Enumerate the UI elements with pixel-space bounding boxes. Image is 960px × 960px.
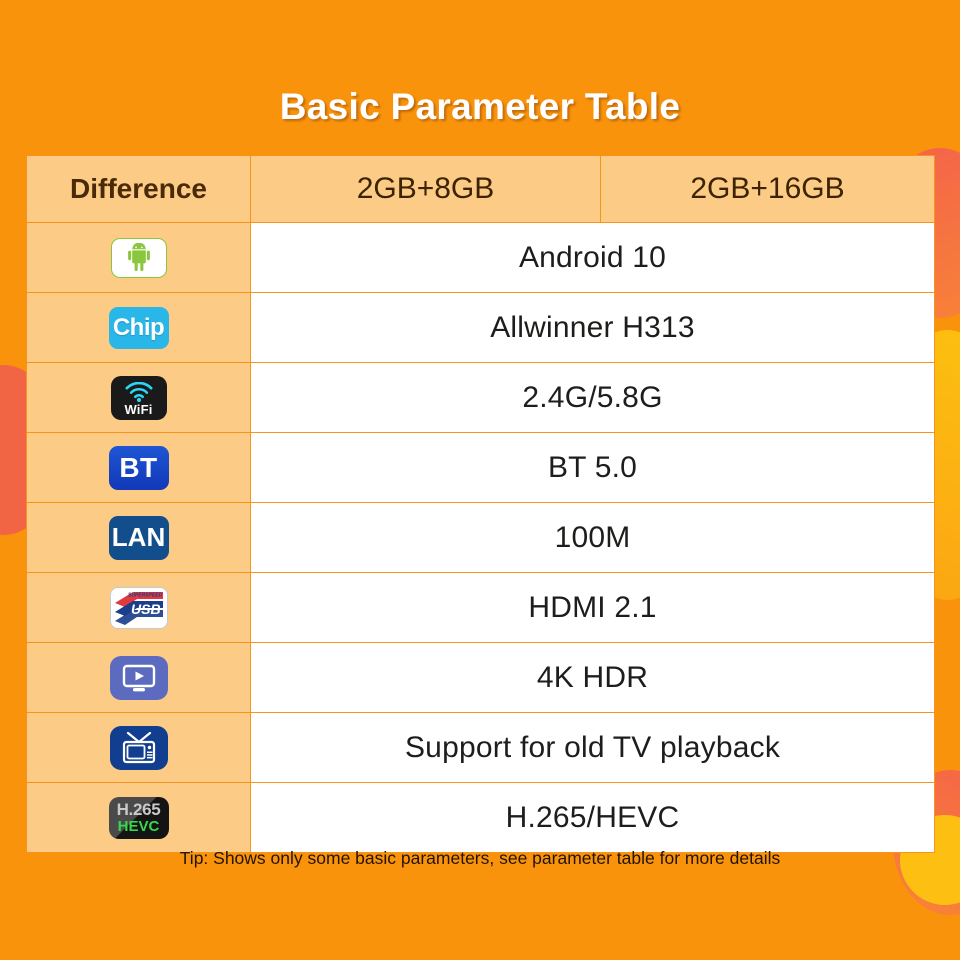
wifi-icon-label: WiFi — [124, 402, 153, 417]
chip-icon: Chip — [108, 306, 169, 349]
table-row: 4K HDR — [26, 642, 935, 713]
table-row: Android 10 — [26, 222, 935, 293]
row-icon-cell-lan: LAN — [26, 502, 251, 573]
table-header-row: Difference 2GB+8GB 2GB+16GB — [26, 155, 935, 223]
header-difference: Difference — [26, 155, 251, 223]
page-title: Basic Parameter Table — [279, 86, 681, 127]
table-row: BT BT 5.0 — [26, 432, 935, 503]
tv-icon — [109, 725, 168, 770]
spec-table: Difference 2GB+8GB 2GB+16GB — [26, 155, 935, 853]
header-variant-2gb-8gb: 2GB+8GB — [250, 155, 601, 223]
wifi-icon: WiFi — [110, 375, 167, 420]
hevc-icon-codec-label: H.265 — [116, 800, 161, 819]
row-icon-cell-android — [26, 222, 251, 293]
row-value-4k-hdr: 4K HDR — [250, 642, 935, 713]
row-value-lan: 100M — [250, 502, 935, 573]
row-value-hdmi: HDMI 2.1 — [250, 572, 935, 643]
row-value-wifi: 2.4G/5.8G — [250, 362, 935, 433]
lan-icon: LAN — [108, 515, 169, 560]
row-icon-cell-video-player — [26, 642, 251, 713]
table-row: WiFi 2.4G/5.8G — [26, 362, 935, 433]
row-icon-cell-usb: SUPERSPEED USB — [26, 572, 251, 643]
table-row: H.265 HEVC H.265/HEVC — [26, 782, 935, 853]
row-value-hevc: H.265/HEVC — [250, 782, 935, 853]
row-icon-cell-hevc: H.265 HEVC — [26, 782, 251, 853]
hevc-icon-name-label: HEVC — [117, 818, 160, 835]
bluetooth-icon: BT — [108, 445, 169, 490]
row-icon-cell-bluetooth: BT — [26, 432, 251, 503]
video-player-icon — [109, 655, 168, 700]
table-header: Difference 2GB+8GB 2GB+16GB — [26, 155, 935, 223]
row-value-old-tv: Support for old TV playback — [250, 712, 935, 783]
usb-icon: SUPERSPEED USB — [109, 586, 168, 629]
spec-table-wrapper: Difference 2GB+8GB 2GB+16GB — [26, 155, 935, 853]
row-value-chip: Allwinner H313 — [250, 292, 935, 363]
svg-text:USB: USB — [131, 601, 161, 617]
chip-icon-label: Chip — [112, 313, 165, 341]
table-row: Chip Allwinner H313 — [26, 292, 935, 363]
header-variant-2gb-16gb: 2GB+16GB — [600, 155, 935, 223]
table-row: Support for old TV playback — [26, 712, 935, 783]
row-icon-cell-chip: Chip — [26, 292, 251, 363]
hevc-icon: H.265 HEVC — [108, 796, 169, 839]
row-value-bluetooth: BT 5.0 — [250, 432, 935, 503]
table-body: Android 10 Chip Allwinner H313 — [26, 222, 935, 853]
android-icon — [110, 237, 167, 278]
table-row: LAN 100M — [26, 502, 935, 573]
bluetooth-icon-label: BT — [119, 451, 158, 483]
tip-text: Tip: Shows only some basic parameters, s… — [179, 848, 781, 868]
svg-text:SUPERSPEED: SUPERSPEED — [128, 592, 163, 598]
row-icon-cell-tv — [26, 712, 251, 783]
table-row: SUPERSPEED USB HDMI 2.1 — [26, 572, 935, 643]
row-value-android: Android 10 — [250, 222, 935, 293]
row-icon-cell-wifi: WiFi — [26, 362, 251, 433]
lan-icon-label: LAN — [111, 522, 166, 552]
